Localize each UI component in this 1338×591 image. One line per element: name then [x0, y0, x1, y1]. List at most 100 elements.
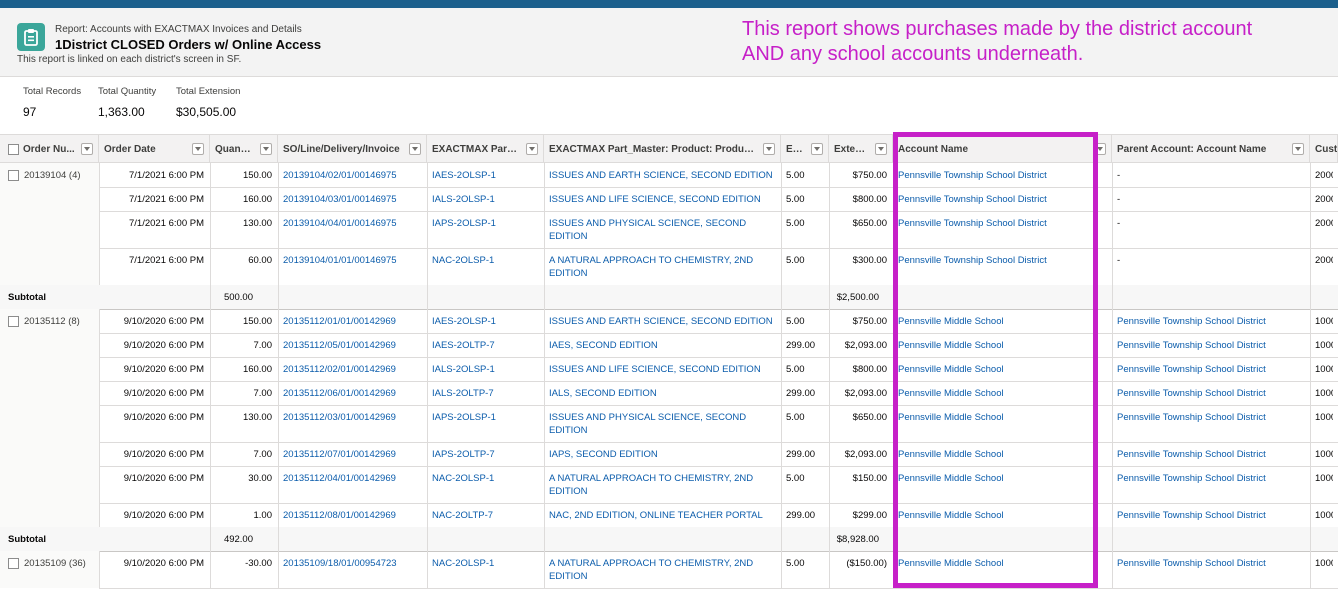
- column-header-quantity[interactable]: Quantity: [210, 134, 278, 163]
- part-link[interactable]: NAC-2OLSP-1: [432, 473, 495, 484]
- extension-cell: $300.00: [852, 255, 887, 266]
- parent-account-link[interactable]: Pennsville Township School District: [1117, 340, 1266, 351]
- column-menu-dropdown-icon[interactable]: [81, 143, 93, 155]
- order-date-cell: 7/1/2021 6:00 PM: [129, 170, 204, 181]
- part-link[interactable]: IAPS-2OLSP-1: [432, 412, 496, 423]
- product-link[interactable]: ISSUES AND LIFE SCIENCE, SECOND EDITION: [549, 194, 761, 205]
- part-link[interactable]: IAPS-2OLTP-7: [432, 449, 495, 460]
- so-line-link[interactable]: 20135112/01/01/00142969: [283, 316, 396, 327]
- select-all-checkbox[interactable]: [8, 144, 19, 155]
- column-header-ex[interactable]: Ex...: [781, 134, 829, 163]
- parent-account-link[interactable]: Pennsville Township School District: [1117, 510, 1266, 521]
- product-link[interactable]: ISSUES AND PHYSICAL SCIENCE, SECOND EDIT…: [549, 218, 747, 242]
- page-title: 1District CLOSED Orders w/ Online Access: [55, 37, 322, 52]
- so-line-link[interactable]: 20135112/05/01/00142969: [283, 340, 396, 351]
- part-link[interactable]: NAC-2OLSP-1: [432, 558, 495, 569]
- so-line-link[interactable]: 20139104/01/01/00146975: [283, 255, 397, 266]
- part-link[interactable]: NAC-2OLSP-1: [432, 255, 495, 266]
- part-link[interactable]: IAPS-2OLSP-1: [432, 218, 496, 229]
- column-menu-dropdown-icon[interactable]: [192, 143, 204, 155]
- group-checkbox[interactable]: [8, 316, 19, 327]
- column-divider: [210, 163, 211, 588]
- so-line-link[interactable]: 20135112/07/01/00142969: [283, 449, 396, 460]
- product-link[interactable]: ISSUES AND LIFE SCIENCE, SECOND EDITION: [549, 364, 761, 375]
- so-line-link[interactable]: 20135112/06/01/00142969: [283, 388, 396, 399]
- column-menu-dropdown-icon[interactable]: [260, 143, 272, 155]
- column-menu-dropdown-icon[interactable]: [1292, 143, 1304, 155]
- part-link[interactable]: IALS-2OLSP-1: [432, 364, 495, 375]
- column-menu-dropdown-icon[interactable]: [526, 143, 538, 155]
- part-link[interactable]: IAES-2OLSP-1: [432, 170, 496, 181]
- subtotal-row: [0, 527, 1338, 551]
- ex-cell: 5.00: [786, 316, 805, 327]
- account-name-link[interactable]: Pennsville Middle School: [898, 473, 1004, 484]
- column-header-part[interactable]: EXACTMAX Part_...: [427, 134, 544, 163]
- account-name-link[interactable]: Pennsville Middle School: [898, 388, 1004, 399]
- part-link[interactable]: IAES-2OLSP-1: [432, 316, 496, 327]
- parent-account-link[interactable]: Pennsville Township School District: [1117, 388, 1266, 399]
- account-name-link[interactable]: Pennsville Middle School: [898, 316, 1004, 327]
- product-link[interactable]: A NATURAL APPROACH TO CHEMISTRY, 2ND EDI…: [549, 255, 754, 279]
- ex-cell: 5.00: [786, 364, 805, 375]
- account-name-link[interactable]: Pennsville Middle School: [898, 412, 1004, 423]
- part-link[interactable]: IALS-2OLSP-1: [432, 194, 495, 205]
- account-name-link[interactable]: Pennsville Township School District: [898, 218, 1047, 229]
- group-checkbox[interactable]: [8, 170, 19, 181]
- report-table: Order Nu... Order Date Quantity SO/Line/Del…: [0, 134, 1338, 591]
- row-divider: [99, 187, 1338, 188]
- column-divider: [781, 163, 782, 588]
- column-header-parent-account[interactable]: Parent Account: Account Name: [1112, 134, 1310, 163]
- report-icon: [17, 23, 45, 51]
- product-link[interactable]: IAES, SECOND EDITION: [549, 340, 658, 351]
- product-link[interactable]: A NATURAL APPROACH TO CHEMISTRY, 2ND EDI…: [549, 473, 754, 497]
- product-link[interactable]: ISSUES AND EARTH SCIENCE, SECOND EDITION: [549, 170, 773, 181]
- parent-account-link[interactable]: Pennsville Township School District: [1117, 449, 1266, 460]
- account-name-link[interactable]: Pennsville Middle School: [898, 449, 1004, 460]
- account-name-link[interactable]: Pennsville Township School District: [898, 194, 1047, 205]
- so-line-link[interactable]: 20139104/04/01/00146975: [283, 218, 397, 229]
- part-link[interactable]: NAC-2OLTP-7: [432, 510, 494, 521]
- so-line-link[interactable]: 20139104/03/01/00146975: [283, 194, 397, 205]
- column-menu-dropdown-icon[interactable]: [763, 143, 775, 155]
- column-divider: [278, 163, 279, 588]
- account-name-link[interactable]: Pennsville Middle School: [898, 558, 1004, 569]
- extension-cell: $2,093.00: [844, 340, 887, 351]
- column-header-so-line[interactable]: SO/Line/Delivery/Invoice: [278, 134, 427, 163]
- so-line-link[interactable]: 20139104/02/01/00146975: [283, 170, 397, 181]
- column-menu-dropdown-icon[interactable]: [875, 143, 887, 155]
- parent-account-link[interactable]: Pennsville Township School District: [1117, 473, 1266, 484]
- parent-account-link[interactable]: Pennsville Township School District: [1117, 364, 1266, 375]
- product-link[interactable]: ISSUES AND EARTH SCIENCE, SECOND EDITION: [549, 316, 773, 327]
- column-menu-dropdown-icon[interactable]: [811, 143, 823, 155]
- product-link[interactable]: IALS, SECOND EDITION: [549, 388, 657, 399]
- column-header-order-number[interactable]: Order Nu...: [0, 134, 99, 163]
- column-menu-dropdown-icon[interactable]: [409, 143, 421, 155]
- product-link[interactable]: IAPS, SECOND EDITION: [549, 449, 658, 460]
- account-name-link[interactable]: Pennsville Middle School: [898, 364, 1004, 375]
- account-name-link[interactable]: Pennsville Middle School: [898, 340, 1004, 351]
- parent-account-link[interactable]: Pennsville Township School District: [1117, 558, 1266, 569]
- column-header-extension[interactable]: Extension: [829, 134, 893, 163]
- part-link[interactable]: IAES-2OLTP-7: [432, 340, 495, 351]
- product-link[interactable]: NAC, 2ND EDITION, ONLINE TEACHER PORTAL: [549, 510, 763, 521]
- so-line-link[interactable]: 20135112/04/01/00142969: [283, 473, 396, 484]
- so-line-link[interactable]: 20135112/03/01/00142969: [283, 412, 396, 423]
- report-description: This report is linked on each district's…: [17, 54, 242, 65]
- column-header-customer[interactable]: Custo: [1310, 134, 1338, 163]
- parent-account-link[interactable]: Pennsville Township School District: [1117, 412, 1266, 423]
- account-name-link[interactable]: Pennsville Township School District: [898, 170, 1047, 181]
- account-name-link[interactable]: Pennsville Township School District: [898, 255, 1047, 266]
- account-name-link[interactable]: Pennsville Middle School: [898, 510, 1004, 521]
- part-link[interactable]: IALS-2OLTP-7: [432, 388, 494, 399]
- product-link[interactable]: A NATURAL APPROACH TO CHEMISTRY, 2ND EDI…: [549, 558, 754, 582]
- row-divider: [99, 248, 1338, 249]
- row-divider: [99, 503, 1338, 504]
- column-header-order-date[interactable]: Order Date: [99, 134, 210, 163]
- so-line-link[interactable]: 20135112/02/01/00142969: [283, 364, 396, 375]
- column-header-product[interactable]: EXACTMAX Part_Master: Product: Product .…: [544, 134, 781, 163]
- so-line-link[interactable]: 20135112/08/01/00142969: [283, 510, 396, 521]
- so-line-link[interactable]: 20135109/18/01/00954723: [283, 558, 397, 569]
- parent-account-link[interactable]: Pennsville Township School District: [1117, 316, 1266, 327]
- product-link[interactable]: ISSUES AND PHYSICAL SCIENCE, SECOND EDIT…: [549, 412, 747, 436]
- group-checkbox[interactable]: [8, 558, 19, 569]
